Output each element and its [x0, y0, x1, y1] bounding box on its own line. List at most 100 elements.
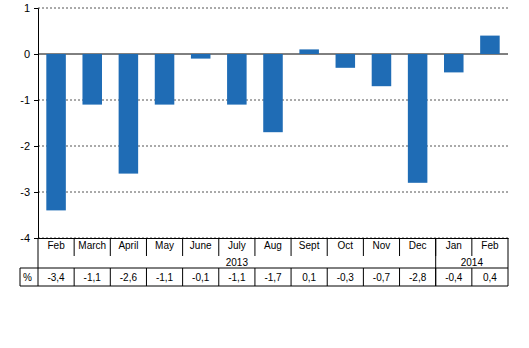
table-line [471, 268, 472, 286]
value-label: -1,1 [228, 272, 246, 283]
table-line [110, 268, 111, 286]
table-line [254, 238, 255, 256]
table-line [508, 238, 509, 286]
table-line [471, 238, 472, 256]
value-label: -1,1 [84, 272, 102, 283]
tick-mark [34, 238, 38, 239]
y-axis: -4 -3 -2 -1 0 1 [20, 2, 38, 244]
tick: Jan [446, 238, 462, 251]
tick-label: July [228, 240, 246, 251]
grid-line [38, 8, 508, 9]
tick-label: Feb [481, 240, 499, 251]
tick: Nov [373, 238, 391, 251]
tick: 1 [24, 2, 38, 14]
bar [263, 54, 283, 132]
bars [46, 36, 499, 211]
tick: -4 [20, 232, 38, 244]
value-label: -2,6 [120, 272, 138, 283]
table-line [110, 238, 111, 256]
grid-line [38, 192, 508, 193]
value-label: -3,4 [47, 272, 65, 283]
axis-line [34, 9, 39, 239]
tick-mark [34, 146, 38, 147]
value-label: -1,7 [264, 272, 282, 283]
tick-label: June [190, 240, 212, 251]
value-row: -3,4 -1,1 -2,6 -1,1 -0,1 -1,1 -1,7 0,1 -0,3 -0,7 -… [47, 272, 497, 283]
group-label: 2014 [461, 257, 484, 268]
grid-line [38, 146, 508, 147]
table-line [291, 268, 292, 286]
table-line [399, 268, 400, 286]
table-lines [20, 238, 508, 286]
bar [444, 54, 464, 72]
group-label: 2013 [226, 257, 249, 268]
tick: -1 [20, 94, 38, 106]
table-line [327, 238, 328, 256]
tick-label: Aug [264, 240, 282, 251]
tick: -2 [20, 140, 38, 152]
tick-label: May [155, 240, 174, 251]
tick-label: Jan [446, 240, 462, 251]
table-line [20, 268, 508, 269]
tick-label: 0 [24, 48, 30, 60]
tick: March [78, 238, 106, 251]
tick: May [155, 238, 174, 251]
tick: Feb [481, 238, 499, 251]
table-line [20, 286, 508, 287]
bar [155, 54, 175, 105]
value-label: 0,4 [483, 272, 497, 283]
tick: Dec [409, 238, 427, 251]
tick-label: Feb [47, 240, 65, 251]
table-line [327, 268, 328, 286]
bar [336, 54, 356, 68]
tick: Oct [338, 238, 354, 251]
bar [227, 54, 247, 105]
x-axis: Feb March April May June July Aug Sept Oct Nov Dec… [39, 238, 509, 251]
tick: Sept [299, 238, 320, 251]
value-label: 0,1 [302, 272, 316, 283]
table-line [291, 238, 292, 256]
table-line [146, 268, 147, 286]
tick-label: -2 [20, 140, 30, 152]
value-label: -0,7 [373, 272, 391, 283]
tick-label: Sept [299, 240, 320, 251]
tick-label: March [78, 240, 106, 251]
table-line [182, 238, 183, 256]
table-line [74, 238, 75, 256]
value-label: -0,3 [337, 272, 355, 283]
tick: 0 [24, 48, 38, 60]
bar [82, 54, 102, 105]
bar [480, 36, 500, 54]
bar [119, 54, 139, 174]
bar [372, 54, 392, 86]
tick: July [228, 238, 246, 251]
table-line [254, 268, 255, 286]
tick-label: April [118, 240, 138, 251]
tick-mark [34, 100, 38, 101]
tick-mark [34, 8, 38, 9]
tick: -3 [20, 186, 38, 198]
table-line [218, 238, 219, 256]
table-line [20, 268, 21, 286]
table-line [363, 268, 364, 286]
chart: -4 -3 -2 -1 0 1 Feb March April May June July Aug Sep… [0, 0, 529, 348]
tick-label: Oct [338, 240, 354, 251]
value-label: -1,1 [156, 272, 174, 283]
tick-label: Dec [409, 240, 427, 251]
value-label: -0,1 [192, 272, 210, 283]
tick-mark [34, 54, 38, 55]
table-header: % [23, 272, 32, 283]
tick-label: Nov [373, 240, 391, 251]
bar [46, 54, 66, 210]
tick: June [190, 238, 212, 251]
bar [299, 49, 319, 54]
bar [408, 54, 428, 183]
value-label: -2,8 [409, 272, 427, 283]
table-line [435, 238, 436, 286]
value-label: -0,4 [445, 272, 463, 283]
table-line [74, 268, 75, 286]
tick-label: -4 [20, 232, 30, 244]
table-line [38, 238, 39, 286]
tick-label: 1 [24, 2, 30, 14]
tick-label: -3 [20, 186, 30, 198]
